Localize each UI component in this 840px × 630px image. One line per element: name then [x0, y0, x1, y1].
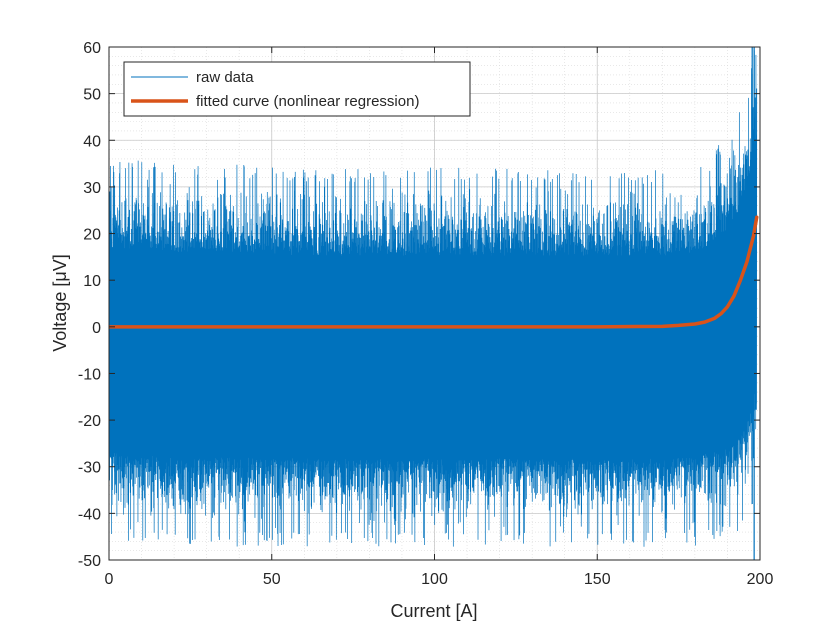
y-tick-label: -30 [78, 460, 101, 477]
legend-box [123, 61, 471, 117]
y-tick-label: 50 [83, 87, 101, 104]
legend-label-fitted-curve: fitted curve (nonlinear regression) [196, 93, 419, 110]
x-axis-label: Current [A] [390, 601, 477, 621]
legend-label-raw-data: raw data [196, 69, 254, 86]
y-tick-label: -10 [78, 366, 101, 383]
x-tick-label: 100 [421, 571, 448, 588]
y-tick-label: 40 [83, 133, 101, 150]
y-axis-ticks: -50 -40 -30 -20 -10 0 10 20 30 40 50 60 [78, 40, 760, 570]
y-tick-label: -20 [78, 413, 101, 430]
y-tick-label: -40 [78, 506, 101, 523]
legend: raw data fitted curve (nonlinear regress… [123, 61, 471, 117]
x-tick-label: 50 [263, 571, 281, 588]
y-tick-label: 20 [83, 227, 101, 244]
x-tick-label: 0 [105, 571, 114, 588]
y-axis-label: Voltage [μV] [50, 254, 70, 351]
y-tick-label: -50 [78, 553, 101, 570]
y-tick-label: 60 [83, 40, 101, 57]
y-tick-label: 0 [92, 320, 101, 337]
raw-data-line [109, 50, 758, 547]
fitted-curve-series [109, 215, 759, 329]
x-tick-label: 200 [747, 571, 774, 588]
y-tick-label: 30 [83, 180, 101, 197]
fitted-curve-line [109, 215, 759, 329]
x-axis-ticks: 0 50 100 150 200 [105, 47, 774, 588]
x-tick-label: 150 [584, 571, 611, 588]
y-tick-label: 10 [83, 273, 101, 290]
raw-data-series [109, 47, 758, 560]
